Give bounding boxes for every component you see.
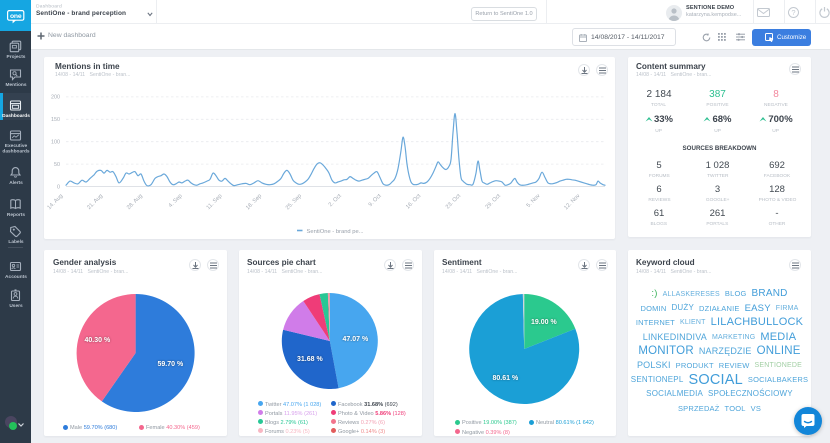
svg-text:4. Sep: 4. Sep [168, 193, 184, 209]
svg-text:21. Aug: 21. Aug [86, 193, 104, 211]
svg-text:23. Oct: 23. Oct [445, 193, 463, 211]
svg-text:150: 150 [51, 117, 60, 123]
svg-text:28. Aug: 28. Aug [126, 193, 144, 211]
svg-text:200: 200 [51, 95, 60, 101]
svg-text:29. Oct: 29. Oct [485, 193, 503, 211]
svg-text:0: 0 [57, 184, 60, 190]
svg-text:SentiOne - brand pe...: SentiOne - brand pe... [307, 229, 364, 235]
svg-text:18. Sep: 18. Sep [245, 193, 263, 211]
svg-text:50: 50 [54, 162, 60, 168]
svg-text:one: one [9, 13, 21, 20]
svg-text:5. Nov: 5. Nov [526, 193, 542, 209]
svg-text:2. Oct: 2. Oct [328, 193, 343, 208]
svg-text:100: 100 [51, 140, 60, 146]
svg-text:12. Nov: 12. Nov [563, 193, 581, 211]
svg-text:11. Sep: 11. Sep [206, 193, 224, 211]
svg-text:16. Oct: 16. Oct [405, 193, 423, 211]
svg-text:9. Oct: 9. Oct [368, 193, 383, 208]
svg-text:14. Aug: 14. Aug [47, 193, 65, 211]
svg-text:25. Sep: 25. Sep [285, 193, 303, 211]
